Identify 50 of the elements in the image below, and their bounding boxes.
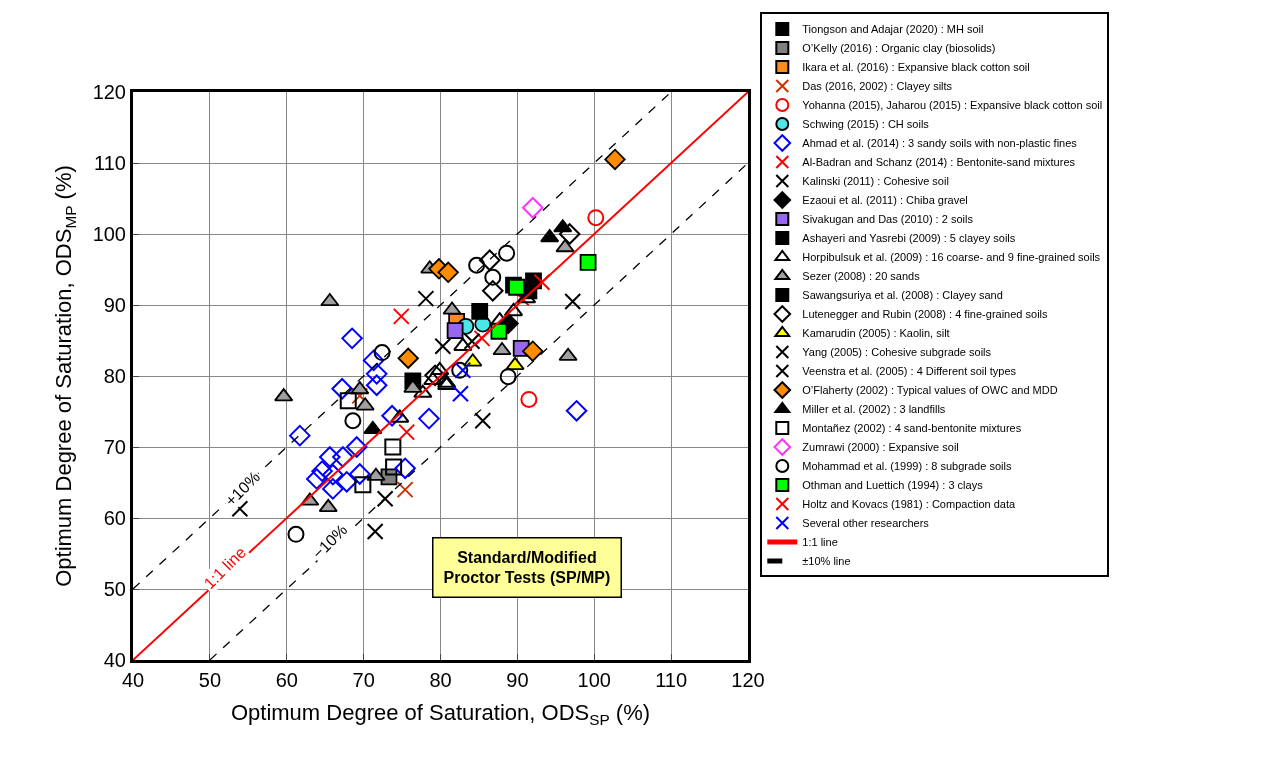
legend-label: 1:1 line	[802, 536, 838, 549]
y-tick-label: 70	[103, 436, 126, 458]
legend-label: Several other researchers	[802, 517, 930, 530]
legend-label: Lutenegger and Rubin (2008) : 4 fine-grained soils	[802, 308, 1049, 321]
legend-label: Ashayeri and Yasrebi (2009) : 5 clayey soils	[802, 232, 1016, 245]
legend-label: Sezer (2008) : 20 sands	[802, 270, 921, 283]
x-tick-label: 110	[655, 669, 688, 691]
y-tick-label: 80	[103, 365, 126, 387]
y-tick-label: 50	[103, 578, 126, 600]
x-tick-label: 50	[198, 669, 222, 691]
legend-label: O’Flaherty (2002) : Typical values of OWC and MDD	[802, 384, 1058, 397]
legend-label: Othman and Luettich (1994) : 3 clays	[802, 479, 984, 492]
legend-label: Horpibulsuk et al. (2009) : 16 coarse- and 9 fine-grained soils	[802, 251, 1101, 264]
x-tick-label: 60	[275, 669, 298, 691]
legend-label: Ezaoui et al. (2011) : Chiba gravel	[802, 194, 968, 207]
y-tick-label: 100	[92, 223, 126, 245]
legend-label: Kalinski (2011) : Cohesive soil	[802, 175, 949, 188]
legend-label: Ikara et al. (2016) : Expansive black cotton soil	[802, 61, 1030, 74]
legend-label: Tiongson and Adajar (2020) : MH soil	[802, 23, 984, 36]
legend-label: Sivakugan and Das (2010) : 2 soils	[802, 213, 974, 226]
legend-label: Montañez (2002) : 4 sand-bentonite mixtures	[802, 422, 1022, 435]
y-tick-label: 40	[103, 649, 126, 671]
y-tick-label: 120	[92, 81, 126, 103]
x-tick-label: 120	[731, 669, 765, 691]
legend-label: O’Kelly (2016) : Organic clay (biosolids)	[802, 42, 996, 55]
legend-label: Schwing (2015) : CH soils	[802, 118, 930, 131]
x-tick-label: 40	[121, 669, 145, 691]
legend-label: Sawangsuriya et al. (2008) : Clayey sand	[802, 289, 1003, 302]
legend-label: Yang (2005) : Cohesive subgrade soils	[802, 346, 992, 359]
legend-label: Al-Badran and Schanz (2014) : Bentonite-sand mixtures	[802, 156, 1076, 169]
annotation: Standard/Modified Proctor Tests (SP/MP)	[443, 548, 611, 587]
y-tick-label: 110	[94, 152, 126, 174]
legend-label: ±10% line	[802, 555, 851, 568]
legend-label: Veenstra et al. (2005) : 4 Different soil types	[802, 365, 1017, 378]
legend-label: Miller et al. (2002) : 3 landfills	[802, 403, 946, 416]
legend-label: Holtz and Kovacs (1981) : Compaction data	[802, 498, 1016, 511]
x-axis-title: Optimum Degree of Saturation, ODS$_{SP}$ (%)	[230, 699, 651, 728]
legend-label: Das (2016, 2002) : Clayey silts	[802, 80, 953, 93]
x-tick-label: 100	[577, 669, 611, 691]
x-tick-label: 80	[429, 669, 452, 691]
legend-label: Kamarudin (2005) : Kaolin, silt	[802, 327, 950, 340]
x-tick-label: 70	[352, 669, 375, 691]
legend-label: Zumrawi (2000) : Expansive soil	[802, 441, 959, 454]
legend-label: Ahmad et al. (2014) : 3 sandy soils with non-plastic fines	[802, 137, 1078, 150]
annotation: 1:1 line	[200, 543, 250, 593]
legend-label: Yohanna (2015), Jaharou (2015) : Expansive black cotton soil	[802, 99, 1103, 112]
y-tick-label: 90	[103, 294, 126, 316]
x-tick-label: 90	[506, 669, 529, 691]
legend-label: Mohammad et al. (1999) : 8 subgrade soils	[802, 460, 1012, 473]
y-tick-label: 60	[103, 507, 126, 529]
